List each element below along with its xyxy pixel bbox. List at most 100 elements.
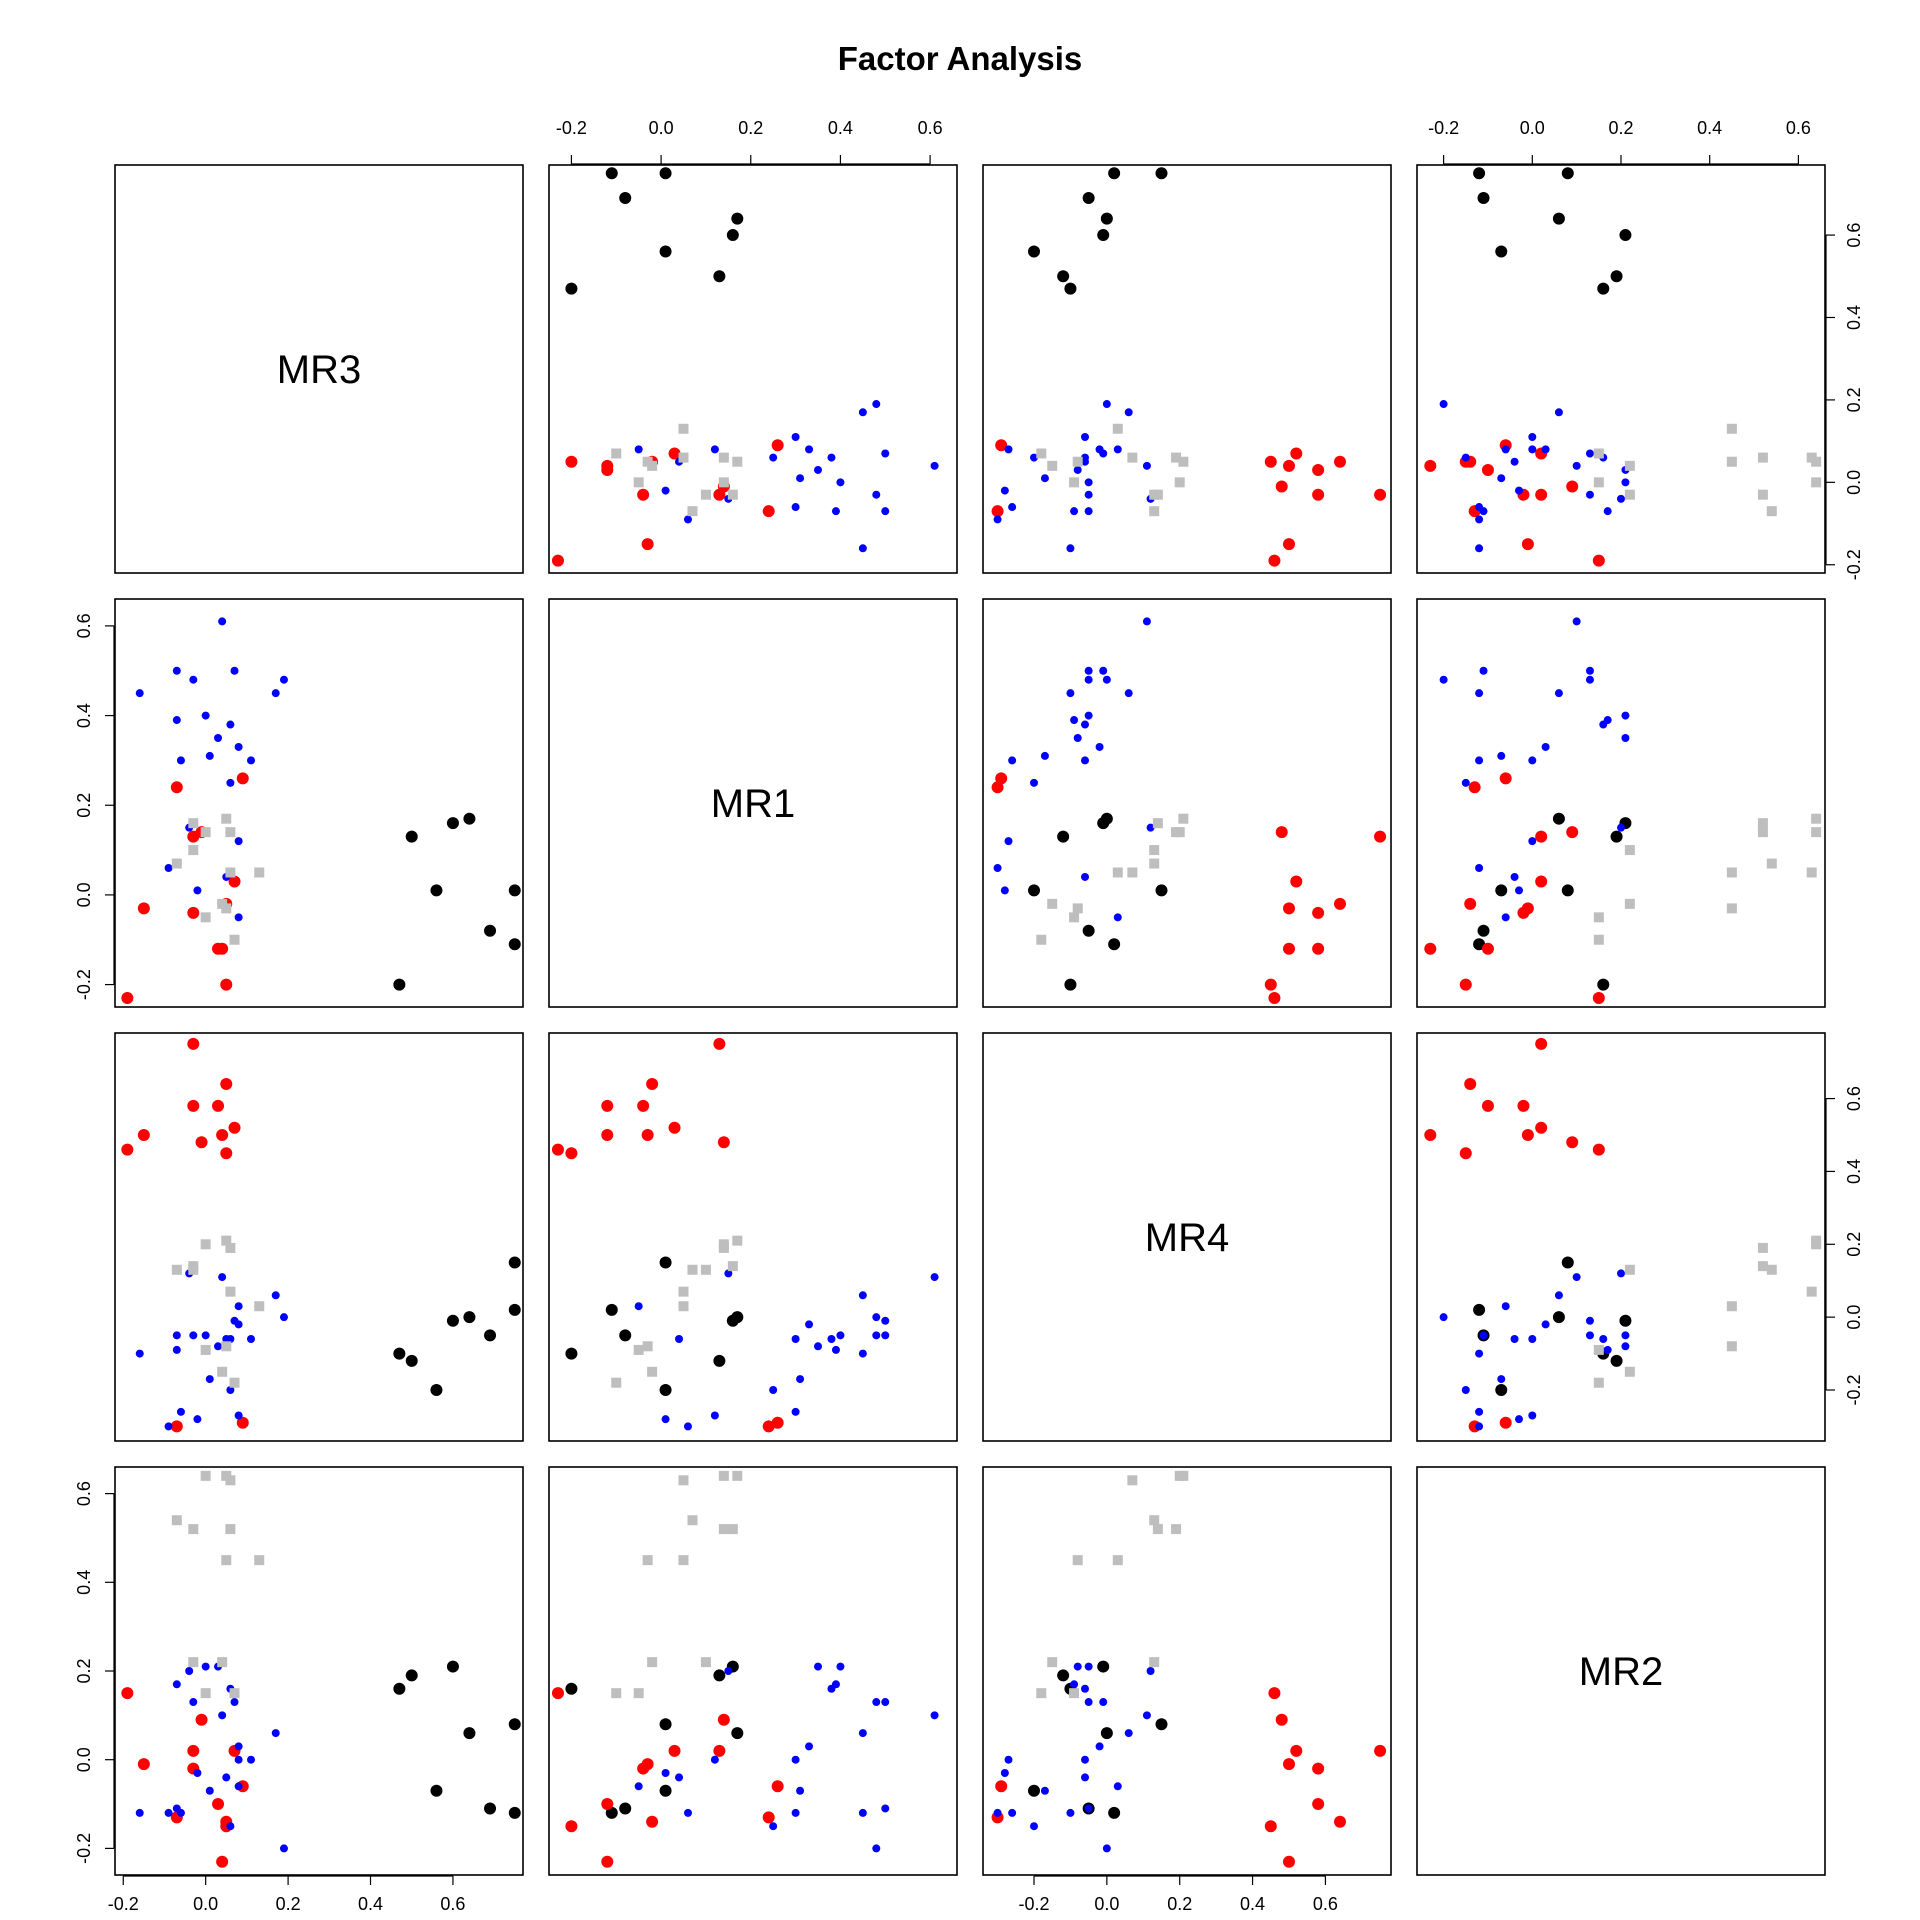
data-point	[216, 942, 229, 955]
data-point	[172, 1345, 181, 1354]
data-point	[771, 439, 784, 452]
data-point	[836, 1662, 845, 1671]
data-point-square	[718, 452, 729, 463]
data-point	[463, 812, 476, 825]
x-tick-label: 0.0	[1094, 1894, 1119, 1914]
data-point-square	[1149, 506, 1160, 517]
data-point	[218, 1711, 227, 1720]
data-point	[1439, 400, 1448, 409]
data-point	[1334, 897, 1346, 910]
data-point	[1464, 1078, 1477, 1090]
data-point-square	[1593, 912, 1604, 923]
data-point	[1084, 711, 1093, 720]
data-point	[1475, 503, 1484, 512]
data-point-square	[1127, 1475, 1138, 1486]
data-point	[805, 445, 814, 454]
data-point	[1142, 461, 1151, 470]
data-point-square	[200, 827, 211, 838]
data-point	[1475, 544, 1484, 553]
data-point	[858, 408, 867, 417]
data-point-square	[1811, 827, 1822, 838]
data-point	[430, 1384, 443, 1396]
data-point	[675, 1335, 684, 1343]
data-point	[1268, 554, 1281, 567]
data-point	[1000, 1769, 1009, 1777]
data-point	[1312, 1762, 1325, 1775]
data-point-square	[221, 1555, 232, 1566]
data-point	[710, 1411, 719, 1420]
data-point	[234, 1742, 243, 1751]
data-point	[1517, 1099, 1530, 1112]
data-point	[205, 1786, 214, 1795]
data-point	[1475, 1407, 1484, 1416]
data-point	[769, 1822, 778, 1831]
data-point	[1510, 1335, 1519, 1343]
y-tick-label: -0.2	[74, 969, 94, 1000]
data-point	[463, 1311, 476, 1324]
data-point	[135, 689, 144, 698]
y-tick-label: 0.4	[1844, 1159, 1864, 1184]
data-point	[1142, 1711, 1151, 1720]
data-point-square	[171, 1264, 182, 1275]
data-point	[858, 1291, 867, 1300]
data-point	[1619, 1314, 1632, 1327]
data-point	[1084, 478, 1093, 487]
data-point-square	[642, 1555, 653, 1566]
data-point	[641, 1758, 654, 1771]
data-point-square	[1036, 448, 1047, 459]
data-point-square	[1806, 452, 1817, 463]
data-point	[1081, 872, 1089, 881]
data-point	[279, 1844, 288, 1853]
data-point	[234, 913, 243, 922]
data-point	[1561, 884, 1574, 897]
data-point-square	[1112, 867, 1123, 878]
data-point	[1597, 282, 1610, 295]
data-point	[430, 1784, 443, 1797]
data-point	[1312, 1798, 1325, 1811]
data-point	[1028, 245, 1040, 258]
data-point	[1097, 817, 1110, 830]
data-point-square	[254, 1555, 265, 1566]
data-point	[1521, 1129, 1534, 1141]
data-point	[724, 1269, 733, 1278]
data-point	[164, 1808, 173, 1817]
data-point	[1283, 1855, 1295, 1868]
data-point	[1552, 1311, 1565, 1324]
data-point-square	[1149, 1515, 1160, 1526]
data-point	[1095, 742, 1104, 751]
data-point-square	[1036, 1688, 1047, 1699]
data-point	[659, 1784, 672, 1797]
data-point	[1081, 457, 1089, 466]
data-point-square	[1624, 460, 1635, 471]
data-point	[1528, 1411, 1537, 1420]
data-point	[1030, 453, 1038, 462]
data-point	[1621, 733, 1630, 742]
data-point	[731, 1727, 744, 1740]
data-point	[1501, 913, 1510, 922]
data-point	[1617, 1269, 1625, 1278]
data-point	[1461, 1386, 1470, 1394]
data-point	[195, 1713, 208, 1726]
data-point	[1008, 756, 1017, 765]
data-point	[1603, 716, 1612, 725]
data-point	[1468, 781, 1481, 794]
data-point	[1552, 812, 1565, 825]
data-point	[1264, 455, 1277, 468]
data-point-square	[727, 1524, 738, 1535]
data-point	[1100, 1727, 1113, 1740]
data-point	[1066, 689, 1075, 698]
data-point	[1081, 720, 1089, 729]
data-point-square	[1757, 452, 1768, 463]
data-point	[247, 1335, 255, 1343]
data-point	[1510, 457, 1519, 466]
data-point	[1561, 167, 1574, 180]
data-point	[1585, 449, 1594, 458]
data-point-square	[1757, 1261, 1768, 1272]
y-tick-label: 0.2	[74, 1658, 94, 1683]
data-point	[185, 1667, 194, 1675]
data-point	[1312, 488, 1325, 501]
data-point	[1275, 480, 1288, 493]
diagonal-label: MR4	[1145, 1216, 1229, 1260]
data-point	[218, 1273, 227, 1282]
data-point	[216, 1855, 229, 1868]
